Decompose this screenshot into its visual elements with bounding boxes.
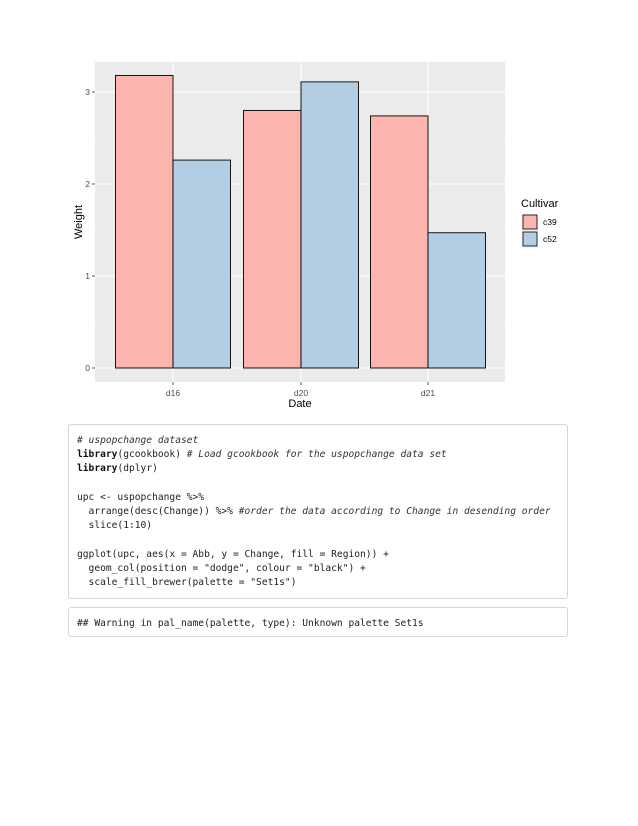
output-block: ## Warning in pal_name(palette, type): U…	[68, 607, 568, 637]
code-text: (gcookbook)	[117, 449, 187, 461]
code-text: scale_fill_brewer(palette = "Set1s")	[77, 576, 297, 588]
legend: Cultivar c39 c52	[521, 198, 559, 248]
y-axis: 0 1 2 3	[85, 87, 95, 373]
bar-c52-d16	[172, 159, 231, 369]
y-tick-label: 2	[85, 179, 90, 189]
y-tick-label: 0	[85, 363, 90, 373]
y-tick-label: 1	[85, 271, 90, 281]
legend-label-c52: c52	[543, 234, 557, 244]
code-line: # uspopchange dataset	[77, 434, 567, 448]
code-line	[77, 477, 567, 491]
code-text: (dplyr)	[117, 463, 158, 475]
x-axis-title: Date	[288, 398, 311, 410]
code-line: scale_fill_brewer(palette = "Set1s")	[77, 576, 567, 590]
bar-c39-d21	[370, 115, 429, 369]
x-axis: d16 d20 d21	[166, 382, 435, 398]
warning-output: ## Warning in pal_name(palette, type): U…	[77, 618, 424, 629]
code-line: arrange(desc(Change)) %>% #order the dat…	[77, 505, 567, 519]
legend-key-c39	[522, 214, 538, 230]
code-line: library(dplyr)	[77, 462, 567, 476]
code-text: arrange(desc(Change)) %>%	[77, 505, 239, 517]
code-text: ggplot(upc, aes(x = Abb, y = Change, fil…	[77, 548, 389, 560]
code-comment: # uspopchange dataset	[77, 435, 199, 446]
x-tick-label: d16	[166, 388, 180, 398]
bar-c39-d16	[115, 74, 174, 369]
y-tick-label: 3	[85, 87, 90, 97]
code-line: geom_col(position = "dodge", colour = "b…	[77, 562, 567, 576]
legend-key-c52	[522, 231, 538, 247]
y-axis-title: Weight	[73, 205, 85, 239]
bar-chart: 0 1 2 3 d16 d20 d21 Date Weight Cultivar c39 c…	[73, 62, 559, 410]
bar-c52-d21	[427, 232, 486, 369]
code-line: slice(1:10)	[77, 519, 567, 533]
x-tick-label: d21	[421, 388, 435, 398]
code-line: upc <- uspopchange %>%	[77, 491, 567, 505]
code-text: geom_col(position = "dodge", colour = "b…	[77, 562, 366, 574]
code-block: # uspopchange dataset library(gcookbook) …	[68, 424, 568, 599]
legend-label-c39: c39	[543, 217, 557, 227]
code-comment: #order the data according to Change in d…	[238, 505, 551, 517]
code-line: ggplot(upc, aes(x = Abb, y = Change, fil…	[77, 548, 567, 562]
code-line: library(gcookbook) # Load gcookbook for …	[77, 448, 567, 462]
code-keyword: library	[77, 449, 118, 461]
legend-title: Cultivar	[521, 198, 559, 210]
code-keyword: library	[77, 463, 118, 475]
bars	[115, 74, 486, 369]
bar-c52-d20	[300, 81, 359, 369]
code-text: slice(1:10)	[77, 520, 153, 532]
bar-c39-d20	[243, 109, 302, 369]
code-comment: # Load gcookbook for the uspopchange dat…	[186, 449, 447, 461]
x-tick-label: d20	[294, 388, 308, 398]
code-line	[77, 533, 567, 547]
code-text: upc <- uspopchange %>%	[77, 491, 205, 503]
